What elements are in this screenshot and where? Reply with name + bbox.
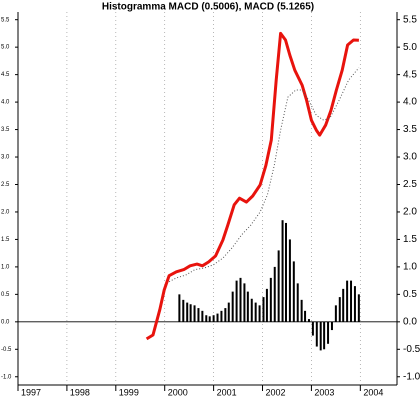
x-tick-label: 2002 (266, 387, 286, 397)
histogram-bar (281, 220, 284, 322)
y-tick-label-right: 3.5 (403, 124, 417, 135)
y-tick-label: 0.5 (1, 292, 10, 298)
histogram-bar (258, 305, 261, 322)
histogram-bar (243, 283, 246, 322)
histogram-bar (288, 239, 291, 322)
y-tick-label-right: 4.0 (403, 97, 417, 108)
histogram-bar (262, 297, 265, 322)
y-tick-label-right: 5.0 (403, 42, 417, 53)
histogram-bar (327, 321, 330, 344)
histogram-bar (269, 277, 272, 322)
y-tick-label: -0.5 (1, 347, 12, 353)
histogram-bar (246, 291, 249, 322)
histogram-bar (212, 315, 215, 322)
histogram-bar (357, 294, 360, 322)
y-tick-label-right: 4.5 (403, 69, 417, 80)
histogram-bar (315, 321, 318, 347)
histogram-bar (292, 261, 295, 322)
y-tick-label-right: 1.5 (403, 234, 417, 245)
histogram-bar (197, 308, 200, 322)
y-tick-label: 4.0 (1, 100, 10, 106)
y-tick-label: 5.0 (1, 45, 10, 51)
y-tick-label: -1.0 (1, 374, 12, 380)
y-tick-label: 0.0 (1, 319, 10, 325)
histogram-bar (350, 280, 353, 322)
histogram-bar (182, 299, 185, 322)
y-tick-label-right: 2.5 (403, 179, 417, 190)
histogram-bar (254, 302, 257, 322)
y-tick-label-right: 3.0 (403, 152, 417, 163)
y-tick-label-right: 2.0 (403, 207, 417, 218)
histogram-bar (205, 315, 208, 322)
x-tick-label: 1997 (21, 387, 41, 397)
y-tick-label: 5.5 (1, 17, 10, 23)
x-tick-label: 1999 (119, 387, 139, 397)
chart-title: Histogramma MACD (0.5006), MACD (5.1265) (102, 2, 314, 13)
x-tick-label: 2004 (363, 387, 383, 397)
x-tick-label: 2001 (217, 387, 237, 397)
signal-line (168, 67, 360, 283)
histogram-bar (250, 298, 253, 322)
y-tick-label-right: 5.5 (403, 14, 417, 25)
y-tick-label-right: 1.0 (403, 262, 417, 273)
y-tick-label: 3.0 (1, 155, 10, 161)
histogram-bar (231, 291, 234, 322)
y-tick-label: 3.5 (1, 127, 10, 133)
y-tick-label-right: 0.0 (403, 316, 417, 327)
histogram-bar (224, 308, 227, 322)
histogram-bar (273, 266, 276, 322)
histogram-bar (265, 288, 268, 322)
histogram-bar (186, 302, 189, 322)
histogram-bar (178, 294, 181, 322)
x-tick-label: 2000 (168, 387, 188, 397)
histogram-bar (311, 321, 314, 336)
histogram-bar (208, 316, 211, 322)
histogram-bar (235, 280, 238, 322)
histogram-bar (193, 305, 196, 322)
histogram-bar (227, 302, 230, 322)
histogram-bar (323, 321, 326, 350)
histogram-bar (216, 313, 219, 322)
y-tick-label: 2.5 (1, 182, 10, 188)
histogram-bar (304, 310, 307, 322)
x-tick-label: 2003 (314, 387, 334, 397)
histogram-bar (284, 222, 287, 322)
histogram-bar (334, 305, 337, 322)
histogram-bar (342, 288, 345, 322)
y-tick-label-right: -0.5 (403, 344, 420, 355)
y-tick-label-right: -1.0 (403, 371, 420, 382)
histogram-bar (300, 299, 303, 322)
y-tick-label: 2.0 (1, 210, 10, 216)
y-tick-label: 1.0 (1, 264, 10, 270)
histogram-bar (201, 310, 204, 322)
macd-line (145, 31, 359, 341)
histogram-bar (239, 277, 242, 322)
x-tick-label: 1998 (70, 387, 90, 397)
histogram-bar (319, 321, 322, 351)
histogram-bar (189, 304, 192, 322)
histogram-bar (353, 286, 356, 322)
histogram-bar (330, 321, 333, 331)
histogram-bar (338, 297, 341, 322)
y-tick-label-right: 0.5 (403, 289, 417, 300)
histogram-bar (346, 280, 349, 322)
histogram-bar (296, 283, 299, 322)
histogram-bar (220, 310, 223, 322)
histogram-bar (277, 250, 280, 322)
y-tick-label: 1.5 (1, 237, 10, 243)
y-tick-label: 4.5 (1, 72, 10, 78)
histogram-bar (307, 319, 310, 322)
